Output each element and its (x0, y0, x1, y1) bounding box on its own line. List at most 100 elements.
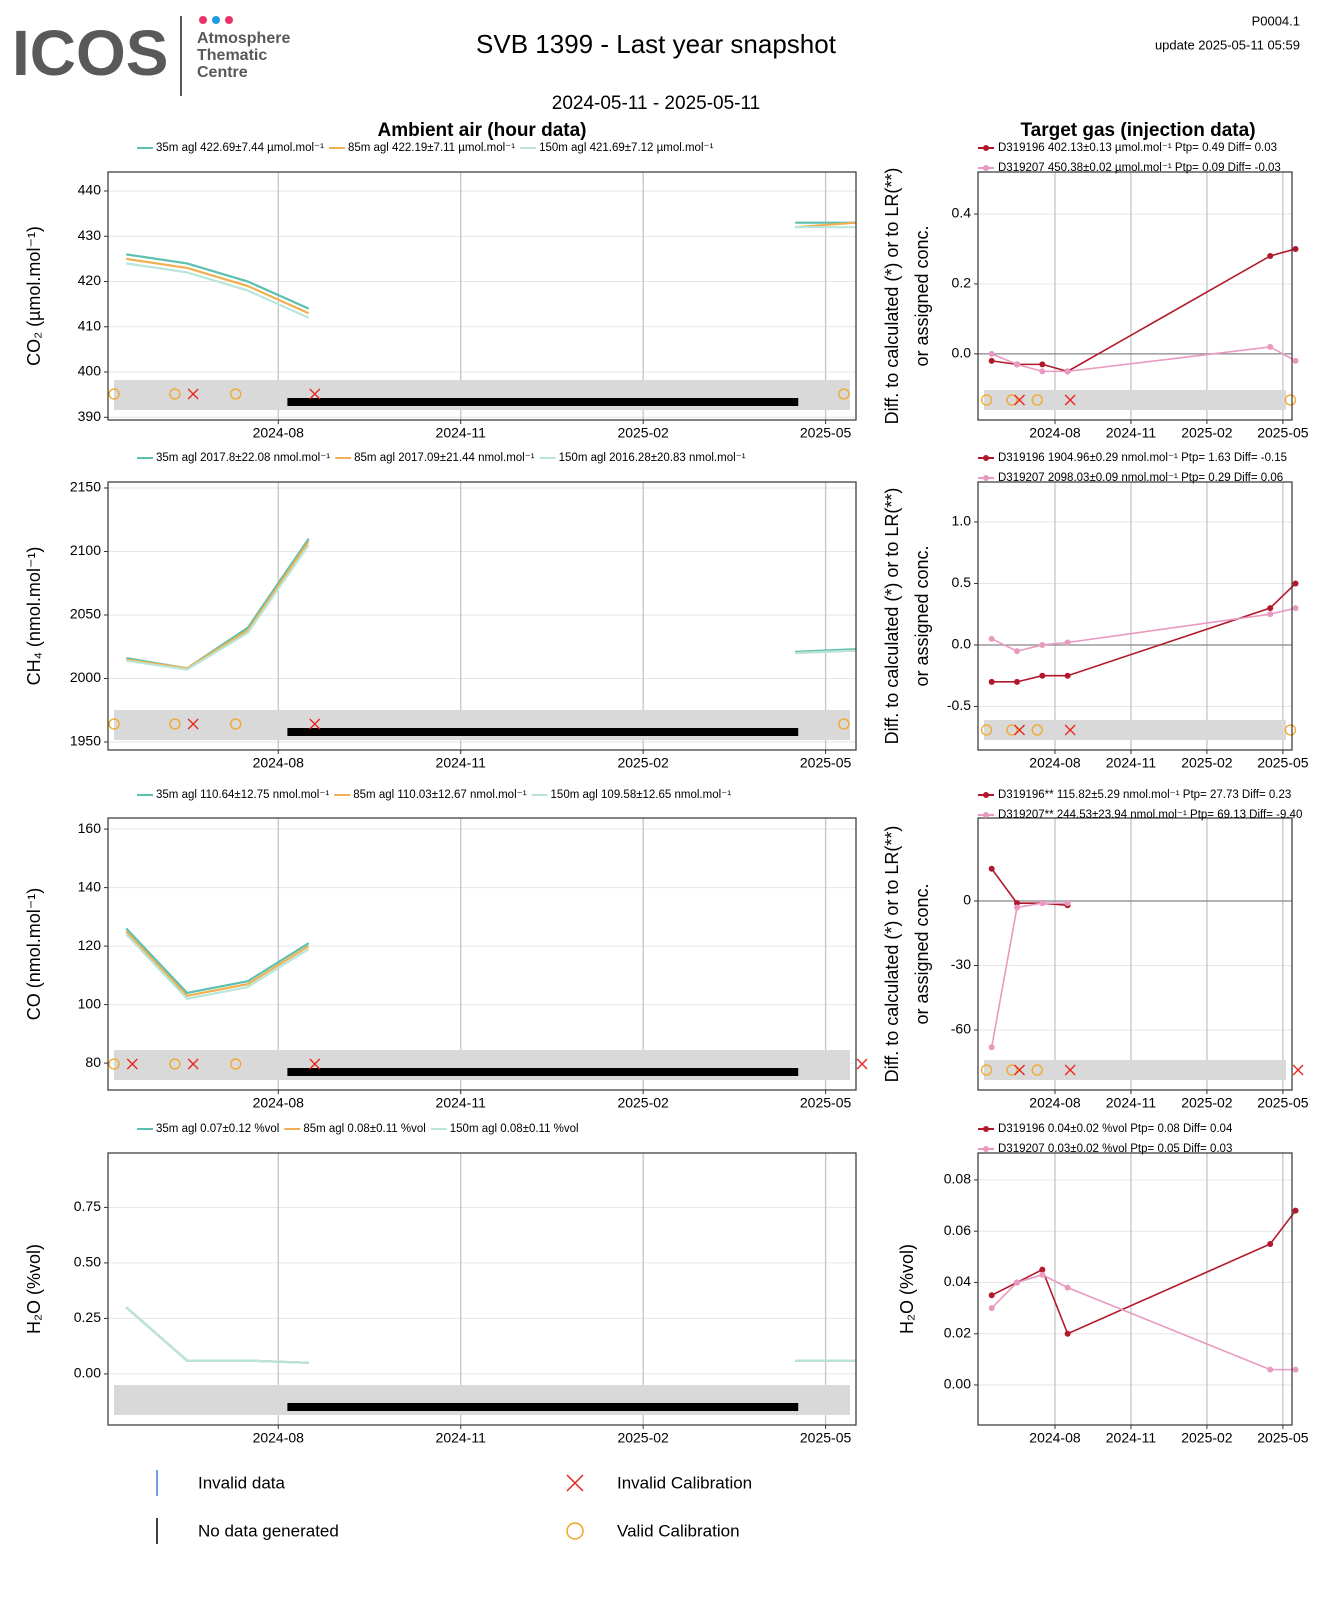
x-tick-label: 2024-11 (436, 755, 487, 771)
invalid-calibration (187, 1058, 199, 1070)
y-axis-label: H₂O (%vol) (897, 1244, 917, 1334)
legend-label: D319196 0.04±0.02 %vol Ptp= 0.08 Diff= 0… (998, 1123, 1233, 1135)
legend-label: D319207 450.38±0.02 µmol.mol⁻¹ Ptp= 0.09… (998, 162, 1281, 174)
y-tick-label: 100 (78, 995, 102, 1011)
legend-label: Valid Calibration (617, 1521, 740, 1540)
valid-calibration (1284, 394, 1297, 406)
valid-calibration (1006, 1064, 1018, 1076)
series-point (1064, 1284, 1071, 1291)
legend-label: D319196 1904.96±0.29 nmol.mol⁻¹ Ptp= 1.6… (998, 452, 1287, 464)
series-line (125, 1306, 309, 1364)
section-title: Ambient air (hour data) (377, 120, 586, 141)
y-tick-label: 0.06 (944, 1222, 971, 1238)
y-axis-label: H₂O (%vol) (24, 1244, 44, 1334)
x-tick-label: 2024-08 (1029, 1095, 1081, 1111)
invalid-calibration (856, 1058, 868, 1070)
series-point (1292, 245, 1299, 252)
x-tick-label: 2025-05 (1257, 1095, 1309, 1111)
plot-border (977, 817, 1293, 1091)
status-strip (984, 720, 1286, 740)
y-tick-label: 80 (85, 1054, 101, 1070)
legend-label: 35m agl 2017.8±22.08 nmol.mol⁻¹ (156, 452, 330, 464)
series-point (1267, 252, 1274, 259)
series-point (1267, 1241, 1274, 1248)
series-line (991, 248, 1296, 373)
plot-area (108, 818, 856, 1090)
valid-calibration (1031, 724, 1043, 736)
series-line (126, 257, 310, 315)
y-tick-label: 390 (78, 408, 102, 424)
legend-label: 35m agl 110.64±12.75 nmol.mol⁻¹ (156, 789, 329, 801)
period: 2024-05-11 - 2025-05-11 (552, 93, 760, 114)
valid-calibration (980, 1064, 993, 1076)
legend-label: 150m agl 2016.28±20.83 nmol.mol⁻¹ (559, 452, 746, 464)
series-point (988, 1292, 995, 1299)
y-tick-label: 0.04 (944, 1273, 971, 1289)
series-line (795, 648, 857, 653)
y-tick-label: 2050 (70, 606, 101, 622)
valid-calibration (838, 718, 850, 730)
x-tick-label: 2024-11 (1106, 755, 1157, 771)
y-tick-label: 420 (78, 272, 102, 288)
y-tick-label: 440 (78, 182, 102, 198)
series-point (1013, 904, 1020, 911)
panel: 80 100 120 140 160 2024-08 2024-11 2025-02 2025-… (24, 789, 868, 1111)
logo-dot (212, 16, 220, 24)
legend-label: D319207 0.03±0.02 %vol Ptp= 0.05 Diff= 0… (998, 1143, 1232, 1155)
legend-label: D319207** 244.53±23.94 nmol.mol⁻¹ Ptp= 6… (998, 809, 1302, 821)
series-point (1013, 361, 1020, 368)
panel: 0.00 0.25 0.50 0.75 2024-08 2024-11 2025-02 202… (24, 1123, 857, 1446)
y-axis-label: CH₄ (nmol.mol⁻¹) (24, 547, 44, 686)
y-axis-label: CO (nmol.mol⁻¹) (24, 888, 44, 1021)
invalid-calibration (187, 718, 199, 730)
legend-label: 85m agl 422.19±7.11 µmol.mol⁻¹ (348, 142, 515, 154)
series-point (1267, 1366, 1274, 1373)
y-tick-label: 1950 (70, 733, 101, 749)
y-tick-label: 0 (963, 892, 971, 908)
series-point (1292, 580, 1299, 587)
update: update 2025-05-11 05:59 (1155, 37, 1300, 52)
legend-label: 150m agl 421.69±7.12 µmol.mol⁻¹ (539, 142, 714, 154)
series-point (1064, 900, 1071, 907)
section-title: Target gas (injection data) (1020, 120, 1255, 141)
invalid-calibration (1064, 724, 1076, 736)
valid-calibration (108, 388, 120, 400)
series-point (1039, 641, 1046, 648)
x-tick-label: 2025-05 (1257, 1430, 1309, 1446)
x-tick-label: 2025-05 (800, 1430, 852, 1446)
series-point (1039, 672, 1046, 679)
plot-area (108, 1153, 856, 1425)
valid-calibration (169, 388, 181, 400)
y-tick-label: 410 (78, 317, 102, 333)
series-point (1013, 648, 1020, 655)
series-point (1064, 1330, 1071, 1337)
series-point (988, 350, 995, 357)
series-line (991, 346, 1296, 373)
plot-area (108, 172, 856, 420)
plot-area (978, 818, 1292, 1090)
y-tick-label: 2150 (70, 479, 101, 495)
series-point (988, 357, 995, 364)
valid-calibration (838, 388, 850, 400)
y-axis-label: or assigned conc. (912, 225, 932, 366)
invalid-calibration (126, 1058, 138, 1070)
x-tick-label: 2024-11 (436, 1430, 487, 1446)
y-tick-label: 0.00 (74, 1365, 101, 1381)
valid-calibration (1031, 394, 1043, 406)
valid-calibration (980, 724, 993, 736)
x-tick-label: 2024-08 (1029, 1430, 1081, 1446)
x-tick-label: 2024-11 (1106, 1095, 1157, 1111)
series-point (1064, 368, 1071, 375)
y-tick-label: 0.0 (952, 636, 972, 652)
plot-border (107, 171, 857, 421)
y-tick-label: 0.25 (74, 1309, 101, 1325)
y-axis-label: or assigned conc. (912, 545, 932, 686)
x-tick-label: 2025-02 (617, 755, 669, 771)
legend-label: 150m agl 0.08±0.11 %vol (450, 1123, 579, 1135)
series-point (1267, 605, 1274, 612)
legend-label: D319207 2098.03±0.09 nmol.mol⁻¹ Ptp= 0.2… (998, 472, 1283, 484)
series-point (1013, 900, 1020, 907)
y-tick-label: 1.0 (952, 513, 972, 529)
x-tick-label: 2025-02 (617, 1095, 669, 1111)
y-axis-label: or assigned conc. (912, 883, 932, 1024)
